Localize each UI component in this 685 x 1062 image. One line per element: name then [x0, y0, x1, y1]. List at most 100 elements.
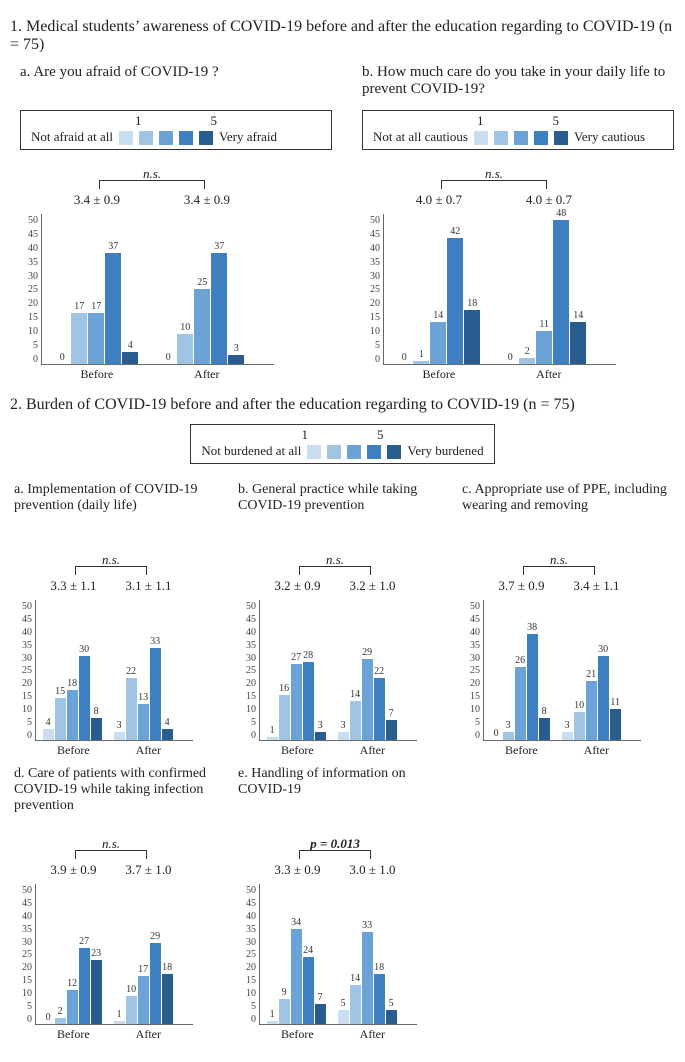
legend-low-label: Not burdened at all — [201, 443, 301, 459]
panel-1b: b. How much care do you take in your dai… — [362, 60, 674, 382]
bar-value-label: 34 — [291, 918, 301, 928]
bar-rect — [350, 701, 361, 740]
bar-rect — [570, 322, 586, 364]
y-tick: 15 — [462, 691, 480, 702]
bar-1-2: 25 — [194, 278, 210, 364]
bar-rect — [447, 238, 463, 364]
y-tick: 15 — [362, 312, 380, 323]
legend-swatch-5 — [387, 445, 401, 459]
bar-value-label: 7 — [318, 993, 323, 1003]
plot-area: 193424751433185 — [259, 884, 417, 1025]
bar-0-2: 18 — [67, 679, 78, 740]
bar-rect — [138, 976, 149, 1024]
bar-value-label: 4 — [46, 718, 51, 728]
legend-high-label: Very cautious — [574, 129, 645, 145]
y-tick: 35 — [362, 257, 380, 268]
bar-0-3: 37 — [105, 242, 121, 364]
bar-0-0: 1 — [267, 1010, 278, 1024]
bar-1-3: 30 — [598, 645, 609, 740]
y-tick: 45 — [20, 229, 38, 240]
y-tick: 25 — [20, 284, 38, 295]
chart-wrap: n.s.4.0 ± 0.74.0 ± 0.7051015202530354045… — [362, 156, 674, 382]
significance-bracket — [99, 180, 205, 191]
y-tick: 10 — [14, 704, 32, 715]
legend-swatch-2 — [327, 445, 341, 459]
y-tick: 30 — [14, 653, 32, 664]
bar-1-2: 17 — [138, 965, 149, 1024]
bar-value-label: 9 — [282, 988, 287, 998]
bar-0-1: 9 — [279, 988, 290, 1024]
stats-row: n.s.3.2 ± 0.93.2 ± 1.0 — [260, 568, 410, 594]
bar-value-label: 33 — [362, 921, 372, 931]
bar-rect — [122, 352, 138, 364]
x-axis-labels: BeforeAfter — [482, 743, 632, 758]
y-tick: 50 — [14, 885, 32, 896]
bar-0-3: 28 — [303, 651, 314, 740]
y-tick: 45 — [238, 614, 256, 625]
section-2-legend: 15Not burdened at allVery burdened — [10, 420, 675, 470]
legend-swatch-2 — [494, 131, 508, 145]
legend-swatch-3 — [514, 131, 528, 145]
y-tick: 5 — [238, 717, 256, 728]
bar-value-label: 18 — [162, 963, 172, 973]
significance-bracket — [75, 566, 147, 577]
y-tick: 45 — [14, 614, 32, 625]
bar-value-label: 37 — [214, 242, 224, 252]
bar-rect — [114, 1021, 125, 1024]
bar-value-label: 14 — [350, 974, 360, 984]
bar-0-2: 26 — [515, 656, 526, 740]
panel-2e: e. Handling of information on COVID-19p … — [238, 762, 448, 1042]
bar-rect — [539, 718, 550, 740]
x-axis-labels: BeforeAfter — [382, 367, 602, 382]
bar-rect — [67, 990, 78, 1024]
legend-swatch-3 — [347, 445, 361, 459]
bar-value-label: 33 — [150, 637, 160, 647]
y-tick: 30 — [238, 653, 256, 664]
y-tick: 35 — [20, 257, 38, 268]
chart-area: 051015202530354045500326388310213011 — [462, 600, 672, 741]
bar-rect — [91, 718, 102, 740]
legend-swatch-4 — [179, 131, 193, 145]
y-tick: 25 — [462, 665, 480, 676]
bar-0-1: 17 — [71, 302, 87, 364]
y-tick: 0 — [238, 1014, 256, 1025]
bar-value-label: 17 — [138, 965, 148, 975]
bar-value-label: 0 — [166, 353, 171, 363]
bar-group-1: 01025373 — [160, 242, 244, 364]
x-axis-labels: BeforeAfter — [258, 743, 408, 758]
y-tick: 20 — [14, 962, 32, 973]
y-tick: 45 — [14, 898, 32, 909]
y-tick: 35 — [238, 640, 256, 651]
bar-value-label: 0 — [402, 353, 407, 363]
bar-value-label: 1 — [270, 726, 275, 736]
bar-1-3: 29 — [150, 932, 161, 1024]
y-tick: 40 — [14, 911, 32, 922]
y-axis: 05101520253035404550 — [238, 885, 259, 1025]
bar-value-label: 28 — [303, 651, 313, 661]
bar-rect — [43, 729, 54, 740]
bar-group-1: 51433185 — [338, 921, 397, 1024]
y-tick: 10 — [362, 326, 380, 337]
bar-rect — [374, 974, 385, 1024]
bar-0-2: 14 — [430, 311, 446, 364]
bar-rect — [71, 313, 87, 364]
bar-rect — [267, 737, 278, 740]
bar-rect — [374, 678, 385, 740]
y-tick: 40 — [20, 243, 38, 254]
bar-0-4: 3 — [315, 721, 326, 740]
y-axis: 05101520253035404550 — [462, 601, 483, 741]
bar-0-3: 27 — [79, 937, 90, 1024]
bar-value-label: 7 — [389, 709, 394, 719]
bar-0-0: 0 — [396, 353, 412, 364]
bar-value-label: 48 — [556, 209, 566, 219]
bar-value-label: 3 — [341, 721, 346, 731]
chart-wrap: n.s.3.2 ± 0.93.2 ± 1.0051015202530354045… — [238, 542, 448, 758]
bar-group-0: 1934247 — [267, 918, 326, 1024]
bar-1-1: 2 — [519, 347, 535, 364]
panel-1a: a. Are you afraid of COVID-19 ?15Not afr… — [20, 60, 332, 382]
panel-title: a. Are you afraid of COVID-19 ? — [20, 64, 332, 104]
bar-value-label: 14 — [573, 311, 583, 321]
bar-rect — [303, 957, 314, 1024]
y-tick: 25 — [362, 284, 380, 295]
legend-high-label: Very afraid — [219, 129, 277, 145]
